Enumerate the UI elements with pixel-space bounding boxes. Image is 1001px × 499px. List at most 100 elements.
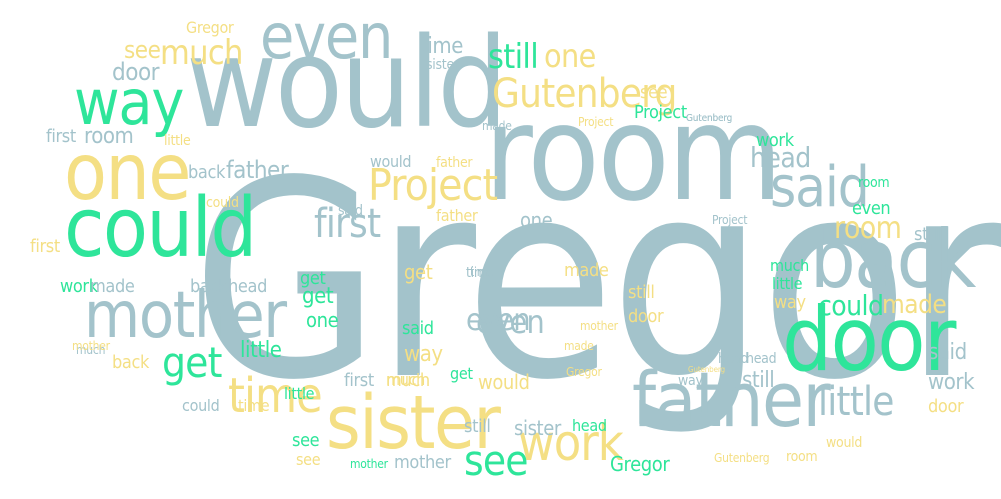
word: Gutenberg xyxy=(714,451,770,465)
word: head xyxy=(746,351,777,367)
word: see xyxy=(124,36,161,64)
word: room xyxy=(484,77,783,231)
word: made xyxy=(564,260,609,281)
word: time xyxy=(238,396,270,415)
word: time xyxy=(420,34,463,59)
word: father xyxy=(436,206,478,225)
word: made xyxy=(90,276,135,297)
word: one xyxy=(64,128,191,218)
word: said xyxy=(338,203,363,219)
word: said xyxy=(928,340,967,365)
word: door xyxy=(628,306,664,327)
word: get xyxy=(162,338,222,387)
word: mother xyxy=(72,339,110,353)
word: time xyxy=(470,265,494,279)
word: Gutenberg xyxy=(688,365,725,374)
word: even xyxy=(476,303,545,341)
word: sister xyxy=(286,365,315,379)
word: much xyxy=(386,370,430,391)
word: Gutenberg xyxy=(686,113,733,124)
word: Gutenberg xyxy=(686,113,733,124)
word: Gregor xyxy=(610,452,670,476)
word: work xyxy=(928,370,975,395)
word: father xyxy=(632,355,831,444)
word: sister xyxy=(426,57,459,73)
word: room xyxy=(834,211,902,246)
word: back xyxy=(112,352,150,373)
word: head xyxy=(718,351,749,367)
word: much xyxy=(386,370,425,389)
word: much xyxy=(770,256,809,275)
word: even xyxy=(852,198,891,219)
word: one xyxy=(544,37,596,75)
word: little xyxy=(240,338,282,363)
word: get xyxy=(404,260,433,284)
word: room xyxy=(786,449,818,465)
word: first xyxy=(344,370,374,391)
word: work xyxy=(756,130,794,151)
word: much xyxy=(76,343,106,357)
word: back xyxy=(190,276,228,297)
word: get xyxy=(300,268,326,289)
word: made xyxy=(564,339,594,353)
word: still xyxy=(628,282,655,303)
word: little xyxy=(284,384,315,403)
word: would xyxy=(370,152,412,171)
word: back xyxy=(188,162,226,183)
word: see xyxy=(292,430,320,451)
word: sister xyxy=(326,380,501,466)
word: one xyxy=(306,308,339,332)
word: see xyxy=(296,450,321,469)
word: would xyxy=(186,12,508,156)
word: time xyxy=(466,265,494,281)
word: see xyxy=(640,82,668,103)
word: way xyxy=(774,292,806,313)
word: even xyxy=(260,0,393,73)
word: made xyxy=(882,290,947,320)
word: mother xyxy=(394,452,451,473)
word: first xyxy=(30,236,60,257)
word: much xyxy=(160,33,243,73)
word: work xyxy=(518,414,624,472)
word: one xyxy=(520,208,553,232)
word: father xyxy=(436,155,473,171)
word: get xyxy=(450,364,473,383)
word: mother xyxy=(350,457,388,471)
word: little xyxy=(164,133,191,149)
word: could xyxy=(206,195,239,211)
word: see xyxy=(464,436,529,485)
word: room xyxy=(858,175,890,191)
word: Gutenberg xyxy=(492,71,677,117)
word: still xyxy=(742,368,775,393)
word: Project xyxy=(578,115,614,129)
word: Project xyxy=(368,160,498,211)
word: said xyxy=(770,155,870,220)
word: little xyxy=(818,379,894,425)
word: head xyxy=(572,416,607,435)
word: could xyxy=(182,396,220,415)
word: even xyxy=(466,303,531,338)
word: Project xyxy=(634,102,687,123)
word: could xyxy=(818,289,884,322)
word: room xyxy=(84,124,134,149)
word: could xyxy=(64,181,257,276)
word: door xyxy=(112,58,160,86)
word: way xyxy=(404,342,443,367)
word: mother xyxy=(84,279,287,353)
word: would xyxy=(478,370,530,394)
word: first xyxy=(314,201,381,247)
word: back xyxy=(810,213,976,306)
word: time xyxy=(228,368,323,424)
word: would xyxy=(826,435,863,451)
word: sister xyxy=(514,416,561,440)
word: Gregor xyxy=(566,365,602,379)
word: Gregor xyxy=(191,124,1001,440)
word: work xyxy=(60,276,98,297)
word: still xyxy=(488,37,539,77)
word: mother xyxy=(580,319,618,333)
word: still xyxy=(914,224,941,245)
word: way xyxy=(74,66,184,139)
word: said xyxy=(402,318,434,339)
word: Project xyxy=(712,213,748,227)
word: door xyxy=(782,288,956,391)
